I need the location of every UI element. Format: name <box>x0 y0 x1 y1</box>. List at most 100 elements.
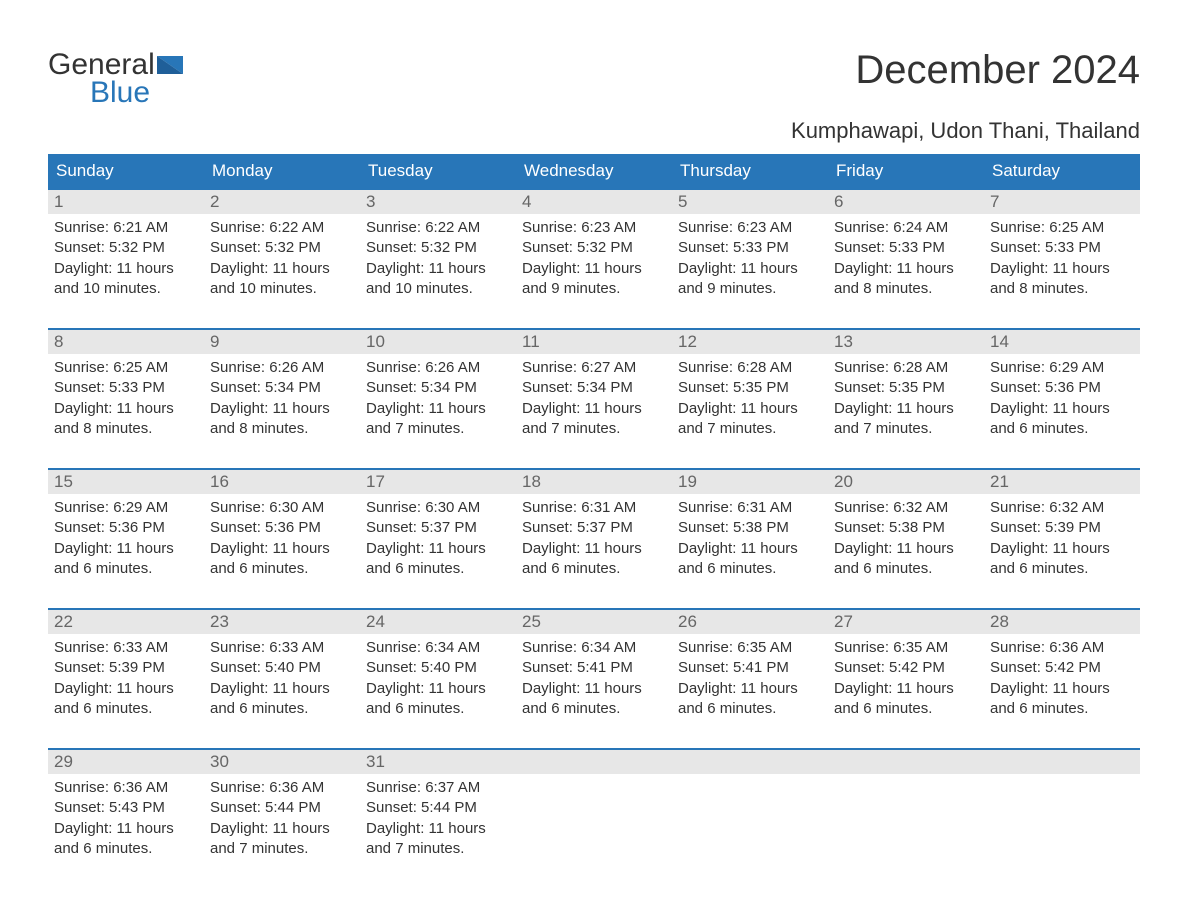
day-number: 6 <box>828 190 984 214</box>
day-daylight1: Daylight: 11 hours <box>54 679 198 699</box>
calendar-day: 19Sunrise: 6:31 AMSunset: 5:38 PMDayligh… <box>672 470 828 594</box>
day-sunrise: Sunrise: 6:28 AM <box>834 358 978 378</box>
calendar-day: 13Sunrise: 6:28 AMSunset: 5:35 PMDayligh… <box>828 330 984 454</box>
calendar-day: 27Sunrise: 6:35 AMSunset: 5:42 PMDayligh… <box>828 610 984 734</box>
calendar-day: 4Sunrise: 6:23 AMSunset: 5:32 PMDaylight… <box>516 190 672 314</box>
day-details: Sunrise: 6:23 AMSunset: 5:32 PMDaylight:… <box>516 214 672 305</box>
day-daylight2: and 7 minutes. <box>522 419 666 439</box>
day-details: Sunrise: 6:32 AMSunset: 5:38 PMDaylight:… <box>828 494 984 585</box>
day-number: 31 <box>360 750 516 774</box>
dow-thursday: Thursday <box>672 154 828 188</box>
day-number: 1 <box>48 190 204 214</box>
day-details: Sunrise: 6:33 AMSunset: 5:40 PMDaylight:… <box>204 634 360 725</box>
calendar-day: 25Sunrise: 6:34 AMSunset: 5:41 PMDayligh… <box>516 610 672 734</box>
day-sunset: Sunset: 5:37 PM <box>366 518 510 538</box>
calendar-day: 6 Sunrise: 6:24 AMSunset: 5:33 PMDaylight… <box>828 190 984 314</box>
day-daylight1: Daylight: 11 hours <box>54 539 198 559</box>
calendar-day: 28Sunrise: 6:36 AMSunset: 5:42 PMDayligh… <box>984 610 1140 734</box>
day-daylight2: and 10 minutes. <box>366 279 510 299</box>
calendar-day: 31Sunrise: 6:37 AMSunset: 5:44 PMDayligh… <box>360 750 516 874</box>
calendar-day <box>984 750 1140 874</box>
day-daylight1: Daylight: 11 hours <box>990 259 1134 279</box>
day-daylight2: and 6 minutes. <box>54 839 198 859</box>
day-sunset: Sunset: 5:36 PM <box>54 518 198 538</box>
day-number: 24 <box>360 610 516 634</box>
day-details: Sunrise: 6:27 AMSunset: 5:34 PMDaylight:… <box>516 354 672 445</box>
day-number: 30 <box>204 750 360 774</box>
day-daylight1: Daylight: 11 hours <box>834 259 978 279</box>
day-sunrise: Sunrise: 6:35 AM <box>678 638 822 658</box>
day-number: 20 <box>828 470 984 494</box>
day-daylight2: and 6 minutes. <box>210 699 354 719</box>
day-number: 8 <box>48 330 204 354</box>
day-details: Sunrise: 6:35 AMSunset: 5:41 PMDaylight:… <box>672 634 828 725</box>
day-sunset: Sunset: 5:37 PM <box>522 518 666 538</box>
day-daylight1: Daylight: 11 hours <box>210 819 354 839</box>
day-details: Sunrise: 6:36 AMSunset: 5:42 PMDaylight:… <box>984 634 1140 725</box>
day-daylight1: Daylight: 11 hours <box>522 259 666 279</box>
day-number: 26 <box>672 610 828 634</box>
day-daylight1: Daylight: 11 hours <box>990 679 1134 699</box>
day-sunrise: Sunrise: 6:29 AM <box>54 498 198 518</box>
day-daylight2: and 7 minutes. <box>210 839 354 859</box>
dow-friday: Friday <box>828 154 984 188</box>
day-details: Sunrise: 6:35 AMSunset: 5:42 PMDaylight:… <box>828 634 984 725</box>
calendar-day: 10Sunrise: 6:26 AMSunset: 5:34 PMDayligh… <box>360 330 516 454</box>
day-daylight1: Daylight: 11 hours <box>366 399 510 419</box>
day-sunrise: Sunrise: 6:27 AM <box>522 358 666 378</box>
day-sunset: Sunset: 5:33 PM <box>834 238 978 258</box>
day-sunset: Sunset: 5:36 PM <box>210 518 354 538</box>
day-daylight2: and 7 minutes. <box>834 419 978 439</box>
day-daylight1: Daylight: 11 hours <box>210 539 354 559</box>
day-details: Sunrise: 6:23 AMSunset: 5:33 PMDaylight:… <box>672 214 828 305</box>
day-sunset: Sunset: 5:32 PM <box>54 238 198 258</box>
calendar-day: 5Sunrise: 6:23 AMSunset: 5:33 PMDaylight… <box>672 190 828 314</box>
day-daylight1: Daylight: 11 hours <box>366 819 510 839</box>
day-sunrise: Sunrise: 6:36 AM <box>210 778 354 798</box>
calendar-day: 8Sunrise: 6:25 AMSunset: 5:33 PMDaylight… <box>48 330 204 454</box>
day-number: 5 <box>672 190 828 214</box>
logo: General Blue <box>48 48 183 110</box>
day-daylight1: Daylight: 11 hours <box>522 679 666 699</box>
day-daylight2: and 6 minutes. <box>990 559 1134 579</box>
day-sunset: Sunset: 5:33 PM <box>678 238 822 258</box>
logo-word-blue: Blue <box>90 76 150 110</box>
day-details: Sunrise: 6:22 AMSunset: 5:32 PMDaylight:… <box>204 214 360 305</box>
day-details: Sunrise: 6:36 AMSunset: 5:43 PMDaylight:… <box>48 774 204 865</box>
day-sunrise: Sunrise: 6:33 AM <box>210 638 354 658</box>
day-number-empty <box>828 750 984 774</box>
day-number: 14 <box>984 330 1140 354</box>
day-daylight1: Daylight: 11 hours <box>366 539 510 559</box>
calendar-day: 16Sunrise: 6:30 AMSunset: 5:36 PMDayligh… <box>204 470 360 594</box>
day-sunset: Sunset: 5:35 PM <box>678 378 822 398</box>
day-daylight2: and 6 minutes. <box>834 559 978 579</box>
day-sunrise: Sunrise: 6:25 AM <box>54 358 198 378</box>
day-number: 12 <box>672 330 828 354</box>
day-sunset: Sunset: 5:39 PM <box>990 518 1134 538</box>
calendar-day: 15 Sunrise: 6:29 AMSunset: 5:36 PMDayligh… <box>48 470 204 594</box>
day-sunset: Sunset: 5:44 PM <box>210 798 354 818</box>
calendar-week: 29Sunrise: 6:36 AMSunset: 5:43 PMDayligh… <box>48 748 1140 874</box>
day-sunset: Sunset: 5:41 PM <box>522 658 666 678</box>
day-sunrise: Sunrise: 6:22 AM <box>366 218 510 238</box>
day-details: Sunrise: 6:25 AMSunset: 5:33 PMDaylight:… <box>984 214 1140 305</box>
day-daylight1: Daylight: 11 hours <box>366 259 510 279</box>
day-sunrise: Sunrise: 6:33 AM <box>54 638 198 658</box>
day-number: 15 <box>48 470 204 494</box>
day-number: 19 <box>672 470 828 494</box>
day-sunset: Sunset: 5:32 PM <box>366 238 510 258</box>
day-sunset: Sunset: 5:33 PM <box>54 378 198 398</box>
day-sunrise: Sunrise: 6:22 AM <box>210 218 354 238</box>
dow-tuesday: Tuesday <box>360 154 516 188</box>
calendar-day: 23Sunrise: 6:33 AMSunset: 5:40 PMDayligh… <box>204 610 360 734</box>
dow-monday: Monday <box>204 154 360 188</box>
title-block: December 2024 <box>855 48 1140 93</box>
day-sunset: Sunset: 5:42 PM <box>990 658 1134 678</box>
day-sunset: Sunset: 5:32 PM <box>522 238 666 258</box>
day-daylight1: Daylight: 11 hours <box>678 259 822 279</box>
header: General Blue December 2024 <box>48 48 1140 110</box>
day-sunrise: Sunrise: 6:24 AM <box>834 218 978 238</box>
day-daylight1: Daylight: 11 hours <box>990 539 1134 559</box>
day-details: Sunrise: 6:34 AMSunset: 5:40 PMDaylight:… <box>360 634 516 725</box>
calendar-week: 1Sunrise: 6:21 AMSunset: 5:32 PMDaylight… <box>48 188 1140 314</box>
